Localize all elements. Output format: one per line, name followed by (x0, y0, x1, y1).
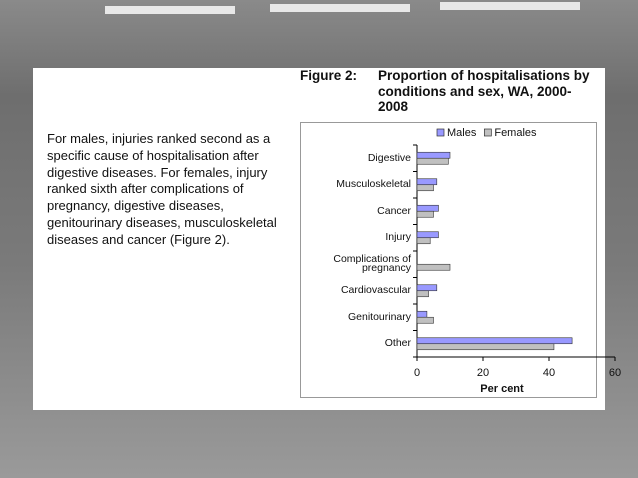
content-panel (33, 68, 605, 410)
legend-swatch (436, 128, 445, 137)
ceiling-light (440, 2, 580, 10)
category-label: Injury (385, 231, 411, 244)
bar (416, 184, 434, 192)
chart-title: Figure 2: Proportion of hospitalisations… (300, 68, 600, 115)
body-text: For males, injuries ranked second as a s… (47, 131, 277, 247)
bar (416, 210, 434, 218)
category-label: Genitourinary (347, 310, 411, 323)
x-tick-label: 20 (477, 367, 489, 379)
category-label: Other (384, 337, 411, 350)
bar (416, 284, 438, 292)
category-label: Complications of pregnancy (333, 253, 411, 275)
x-tick-label: 40 (543, 367, 555, 379)
legend-swatch (483, 128, 492, 137)
bar (416, 157, 449, 165)
category-label: Cancer (377, 204, 411, 217)
bar (416, 231, 439, 239)
category-label: Cardiovascular (340, 284, 411, 297)
x-tick-label: 0 (414, 367, 420, 379)
bar (416, 237, 431, 245)
bar (416, 151, 451, 159)
category-label: Musculoskeletal (336, 178, 411, 191)
figure-label: Figure 2: (300, 68, 358, 83)
chart-frame (300, 122, 597, 398)
bar (416, 316, 434, 324)
title-text: Proportion of hospitalisations by condit… (378, 68, 590, 114)
bar (416, 263, 451, 271)
bar (416, 290, 429, 298)
x-axis-label: Per cent (480, 383, 524, 395)
bar (416, 337, 573, 345)
ceiling-light (270, 4, 410, 12)
bar (416, 204, 439, 212)
ceiling-light (105, 6, 235, 14)
category-label: Digestive (367, 151, 411, 164)
x-tick-label: 60 (609, 367, 621, 379)
legend-label: Males (447, 127, 477, 139)
bar (416, 343, 555, 351)
legend-label: Females (494, 127, 537, 139)
bar (416, 310, 428, 318)
bar (416, 178, 438, 186)
